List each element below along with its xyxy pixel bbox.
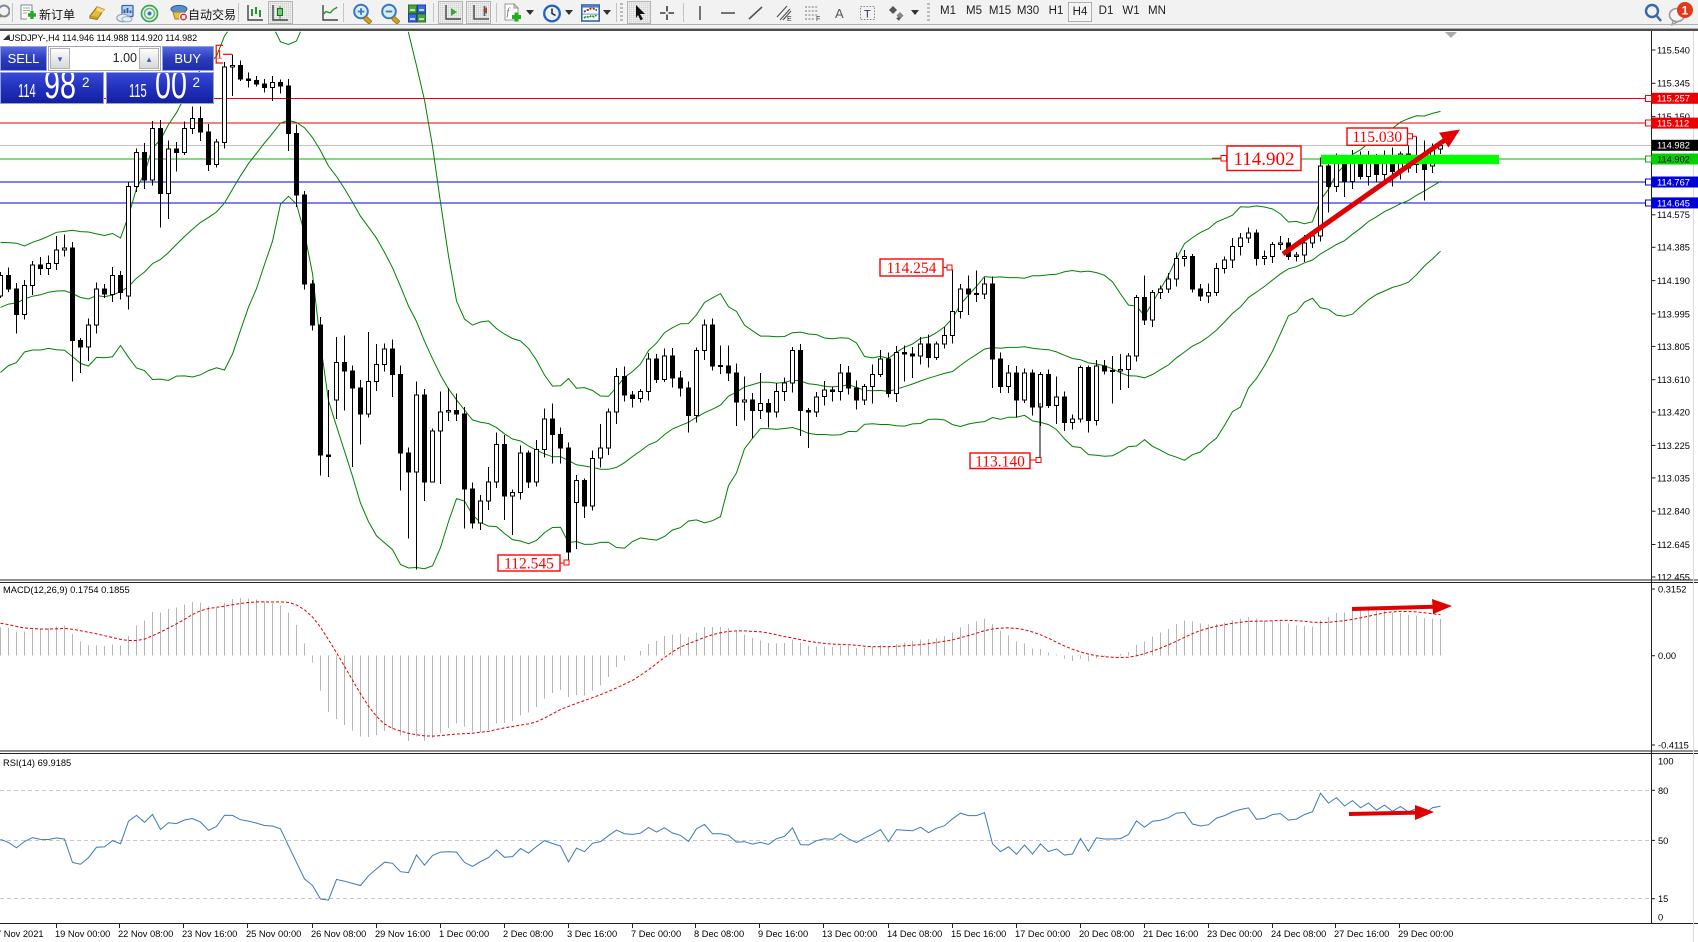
svg-text:2 Dec 08:00: 2 Dec 08:00: [503, 929, 553, 939]
svg-text:113.995: 113.995: [1657, 309, 1690, 319]
svg-text:115.257: 115.257: [1657, 94, 1690, 104]
svg-text:100: 100: [1658, 757, 1674, 767]
svg-text:112.645: 112.645: [1657, 540, 1690, 550]
svg-text:29 Nov 16:00: 29 Nov 16:00: [375, 929, 430, 939]
svg-text:114.982: 114.982: [1657, 141, 1690, 151]
svg-text:114.575: 114.575: [1657, 210, 1690, 220]
svg-text:15 Dec 16:00: 15 Dec 16:00: [951, 929, 1006, 939]
svg-text:23 Nov 16:00: 23 Nov 16:00: [182, 929, 237, 939]
svg-text:115.345: 115.345: [1657, 79, 1690, 89]
svg-text:3 Dec 16:00: 3 Dec 16:00: [567, 929, 617, 939]
svg-text:113.225: 113.225: [1657, 441, 1690, 451]
svg-text:17 Dec 00:00: 17 Dec 00:00: [1015, 929, 1070, 939]
svg-text:19 Nov 00:00: 19 Nov 00:00: [55, 929, 110, 939]
svg-text:113.035: 113.035: [1657, 473, 1690, 483]
svg-text:21 Dec 16:00: 21 Dec 16:00: [1143, 929, 1198, 939]
svg-text:112.840: 112.840: [1657, 507, 1690, 517]
svg-text:113.610: 113.610: [1657, 375, 1690, 385]
svg-text:A: A: [835, 6, 844, 21]
svg-text:15: 15: [1658, 894, 1668, 904]
svg-text:80: 80: [1658, 786, 1668, 796]
svg-text:f: f: [507, 7, 511, 18]
svg-text:114.645: 114.645: [1657, 198, 1690, 208]
svg-text:13 Dec 00:00: 13 Dec 00:00: [822, 929, 877, 939]
svg-text:114.385: 114.385: [1657, 243, 1690, 253]
svg-text:114.902: 114.902: [1657, 154, 1690, 164]
svg-text:114.902: 114.902: [1233, 149, 1294, 170]
svg-text:F: F: [816, 16, 820, 22]
svg-text:114.254: 114.254: [887, 260, 937, 277]
svg-text:23 Dec 00:00: 23 Dec 00:00: [1207, 929, 1262, 939]
svg-text:E: E: [787, 16, 792, 22]
svg-text:0.3152: 0.3152: [1658, 585, 1686, 595]
svg-text:27 Dec 16:00: 27 Dec 16:00: [1334, 929, 1389, 939]
svg-text:RSI(14) 69.9185: RSI(14) 69.9185: [3, 758, 71, 768]
svg-text:113.420: 113.420: [1657, 408, 1690, 418]
svg-text:113.805: 113.805: [1657, 342, 1690, 352]
svg-text:-0.4115: -0.4115: [1658, 741, 1689, 751]
svg-text:25 Nov 00:00: 25 Nov 00:00: [246, 929, 301, 939]
svg-text:1: 1: [216, 47, 223, 62]
svg-text:112.455: 112.455: [1657, 572, 1690, 582]
svg-text:115.030: 115.030: [1352, 129, 1402, 146]
svg-text:1: 1: [1682, 4, 1689, 18]
svg-text:7 Dec 00:00: 7 Dec 00:00: [631, 929, 681, 939]
svg-text:T: T: [864, 9, 871, 21]
svg-text:114.767: 114.767: [1657, 177, 1690, 187]
svg-text:8 Dec 08:00: 8 Dec 08:00: [694, 929, 744, 939]
svg-text:26 Nov 08:00: 26 Nov 08:00: [311, 929, 366, 939]
svg-text:112.545: 112.545: [504, 556, 554, 573]
svg-text:0: 0: [1658, 913, 1663, 923]
svg-text:115.112: 115.112: [1657, 119, 1689, 129]
svg-text:115.540: 115.540: [1657, 45, 1690, 55]
svg-text:1 Dec 00:00: 1 Dec 00:00: [439, 929, 489, 939]
svg-text:9 Dec 16:00: 9 Dec 16:00: [758, 929, 808, 939]
svg-text:7 Nov 2021: 7 Nov 2021: [0, 929, 44, 939]
svg-text:20 Dec 08:00: 20 Dec 08:00: [1079, 929, 1134, 939]
svg-text:USDJPY-,H4 114.946 114.988 11: USDJPY-,H4 114.946 114.988 114.920 114.9…: [8, 33, 197, 43]
svg-text:50: 50: [1658, 836, 1668, 846]
svg-text:0.00: 0.00: [1658, 651, 1676, 661]
svg-text:MACD(12,26,9) 0.1754 0.1855: MACD(12,26,9) 0.1754 0.1855: [3, 585, 130, 595]
svg-text:29 Dec 00:00: 29 Dec 00:00: [1398, 929, 1453, 939]
svg-text:115.150: 115.150: [1657, 112, 1690, 122]
svg-text:114.190: 114.190: [1657, 276, 1690, 286]
svg-text:22 Nov 08:00: 22 Nov 08:00: [118, 929, 173, 939]
svg-text:113.140: 113.140: [975, 453, 1025, 470]
svg-text:24 Dec 08:00: 24 Dec 08:00: [1271, 929, 1326, 939]
svg-text:14 Dec 08:00: 14 Dec 08:00: [887, 929, 942, 939]
